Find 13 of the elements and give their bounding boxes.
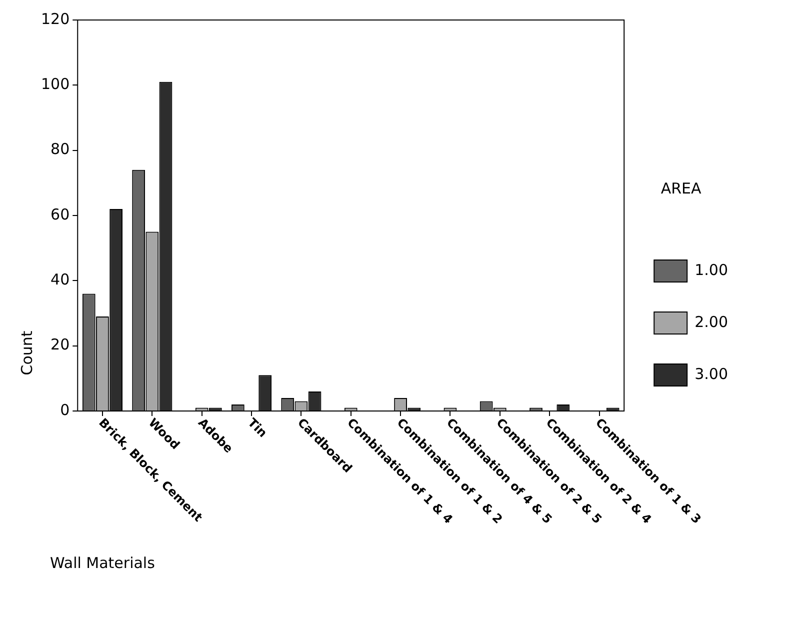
y-tick-label: 100 [40, 75, 70, 94]
y-axis-title: Count [18, 330, 36, 376]
legend-title: AREA [660, 179, 702, 198]
legend-label: 2.00 [694, 312, 728, 331]
y-tick-label: 60 [50, 205, 70, 224]
x-axis-title: Wall Materials [50, 554, 156, 572]
y-tick-label: 120 [40, 10, 70, 28]
y-tick-label: 40 [50, 270, 70, 289]
legend-label: 1.00 [694, 260, 728, 279]
legend-label: 3.00 [694, 364, 728, 383]
y-tick-label: 20 [50, 336, 70, 354]
y-tick-label: 0 [60, 400, 70, 419]
y-tick-label: 80 [50, 140, 70, 158]
